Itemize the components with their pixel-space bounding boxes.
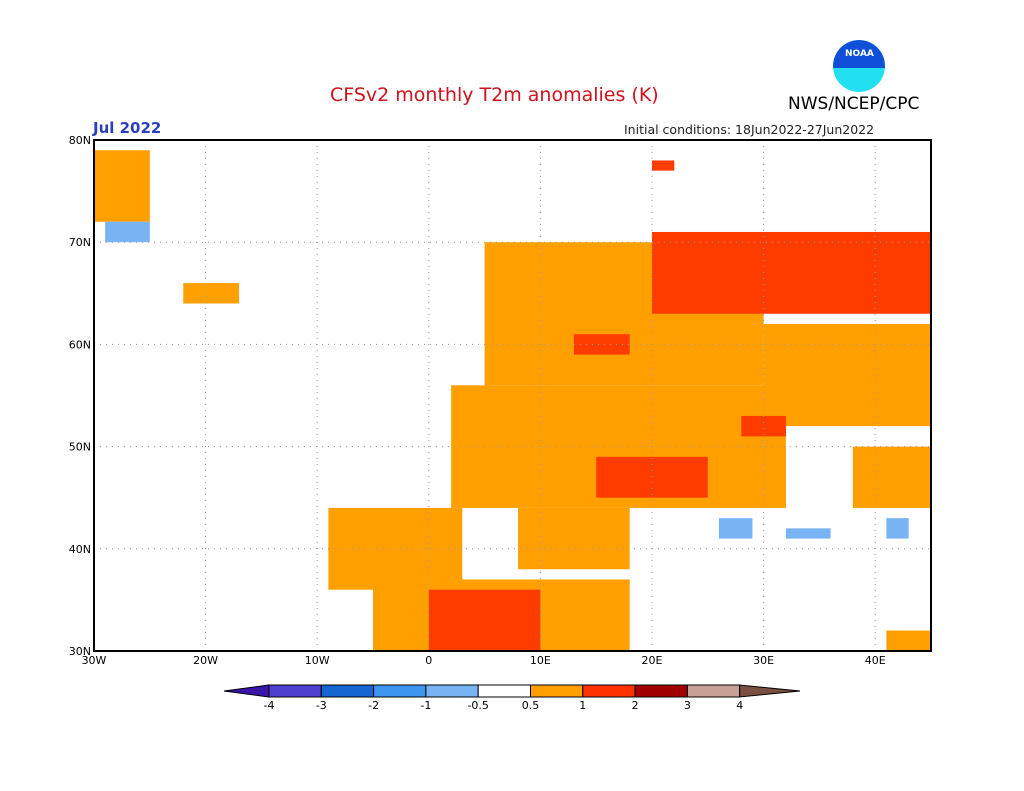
colorbar-segment <box>477 684 532 698</box>
anomaly-region <box>183 283 240 304</box>
lat-label: 30N <box>69 645 91 658</box>
colorbar-label: 3 <box>684 699 691 712</box>
lat-label: 80N <box>69 134 91 147</box>
colorbar-label: -3 <box>316 699 327 712</box>
colorbar-label: -1 <box>420 699 431 712</box>
colorbar-label: 1 <box>579 699 586 712</box>
lat-label: 40N <box>69 543 91 556</box>
lon-label: 20W <box>193 654 218 667</box>
anomaly-region <box>428 589 541 651</box>
colorbar-segment <box>530 684 584 698</box>
anomaly-region <box>518 507 630 570</box>
anomaly-region <box>852 446 931 508</box>
lat-label: 60N <box>69 338 91 351</box>
lon-label: 30W <box>82 654 107 667</box>
colorbar-arrow-left <box>223 684 270 698</box>
logo-text: NOAA <box>845 49 874 59</box>
colorbar-segment <box>373 684 427 698</box>
anomaly-region <box>718 518 753 539</box>
anomaly-region <box>886 518 909 539</box>
colorbar-arrow-right <box>739 684 801 698</box>
anomaly-region <box>105 221 150 243</box>
anomaly-region <box>94 150 150 222</box>
anomaly-region <box>886 630 931 651</box>
colorbar-label: -2 <box>368 699 379 712</box>
lon-label: 40E <box>865 654 886 667</box>
initial-conditions: Initial conditions: 18Jun2022-27Jun2022 <box>624 122 875 137</box>
agency-label: NWS/NCEP/CPC <box>788 94 920 114</box>
month-label: Jul 2022 <box>93 119 162 137</box>
anomaly-region <box>573 334 630 355</box>
lon-label: 20E <box>642 654 663 667</box>
lat-label: 50N <box>69 441 91 454</box>
colorbar-segment <box>634 684 688 698</box>
chart-title: CFSv2 monthly T2m anomalies (K) <box>330 84 659 106</box>
lon-label: 0 <box>425 654 432 667</box>
colorbar-label: -0.5 <box>467 699 488 712</box>
anomaly-region <box>328 507 463 590</box>
colorbar-label: 2 <box>632 699 639 712</box>
colorbar-label: -4 <box>264 699 275 712</box>
colorbar-segment <box>582 684 636 698</box>
colorbar-segment <box>320 684 375 698</box>
colorbar-label: 0.5 <box>522 699 540 712</box>
lon-label: 30E <box>753 654 774 667</box>
map-frame <box>93 139 932 652</box>
colorbar-segment <box>425 684 479 698</box>
lon-label: 10W <box>305 654 330 667</box>
noaa-logo: NOAA <box>833 40 885 92</box>
anomaly-region <box>652 160 675 171</box>
anomaly-region <box>763 323 931 427</box>
anomaly-region <box>652 231 931 314</box>
colorbar-segment <box>686 684 741 698</box>
anomaly-region <box>785 528 831 539</box>
lon-label: 10E <box>530 654 551 667</box>
anomaly-region <box>596 456 708 498</box>
colorbar-label: 4 <box>736 699 743 712</box>
anomaly-region <box>741 415 786 437</box>
lat-label: 70N <box>69 236 91 249</box>
colorbar-segment <box>268 684 322 698</box>
